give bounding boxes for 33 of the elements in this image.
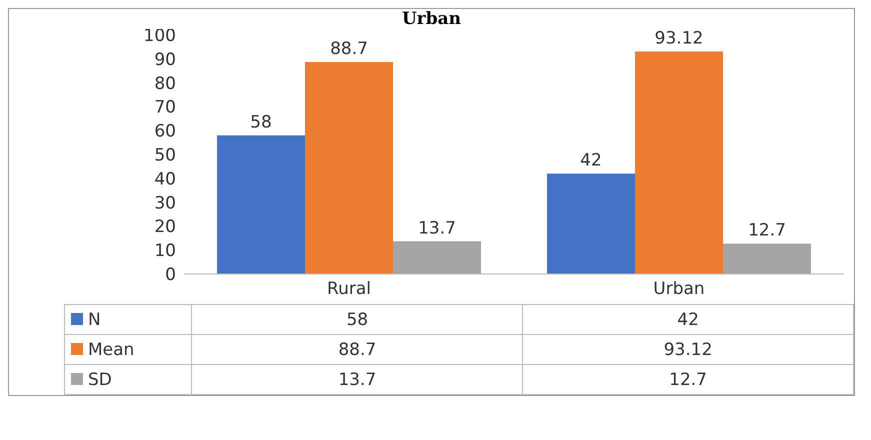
- bar: [723, 244, 811, 274]
- bar: [393, 241, 481, 274]
- data-label: 88.7: [192, 334, 523, 364]
- chart-title: Urban: [402, 9, 462, 29]
- y-tick-label: 90: [154, 50, 176, 70]
- y-tick-label: 80: [154, 74, 176, 94]
- data-label: 12.7: [522, 364, 854, 394]
- data-label: 58: [192, 304, 523, 334]
- y-tick-label: 60: [154, 122, 176, 142]
- data-label: 93.12: [522, 334, 854, 364]
- legend-label: N: [64, 304, 192, 334]
- annotation: 58: [250, 112, 272, 132]
- y-tick-label: 50: [154, 146, 176, 166]
- y-tick-label: 10: [154, 241, 176, 262]
- y-tick-label: 0: [165, 265, 176, 286]
- bar: [547, 174, 635, 274]
- y-tick-label: 30: [154, 193, 176, 214]
- y-tick-label: 40: [154, 169, 176, 190]
- data-label: 13.7: [192, 364, 523, 394]
- legend-label: SD: [64, 364, 192, 394]
- annotation: 42: [580, 150, 602, 171]
- annotation: 93.12: [654, 28, 704, 48]
- data-label: 42: [522, 304, 854, 334]
- bar: [217, 135, 305, 274]
- y-tick-label: 70: [154, 98, 176, 118]
- annotation: 88.7: [330, 39, 368, 60]
- bar: [635, 51, 723, 274]
- annotation: 12.7: [748, 220, 786, 241]
- annotation: 13.7: [418, 218, 456, 238]
- bar: [305, 62, 393, 274]
- legend-label: Mean: [64, 334, 192, 364]
- y-tick-label: 20: [154, 217, 176, 238]
- x-tick-label: Rural: [327, 279, 371, 300]
